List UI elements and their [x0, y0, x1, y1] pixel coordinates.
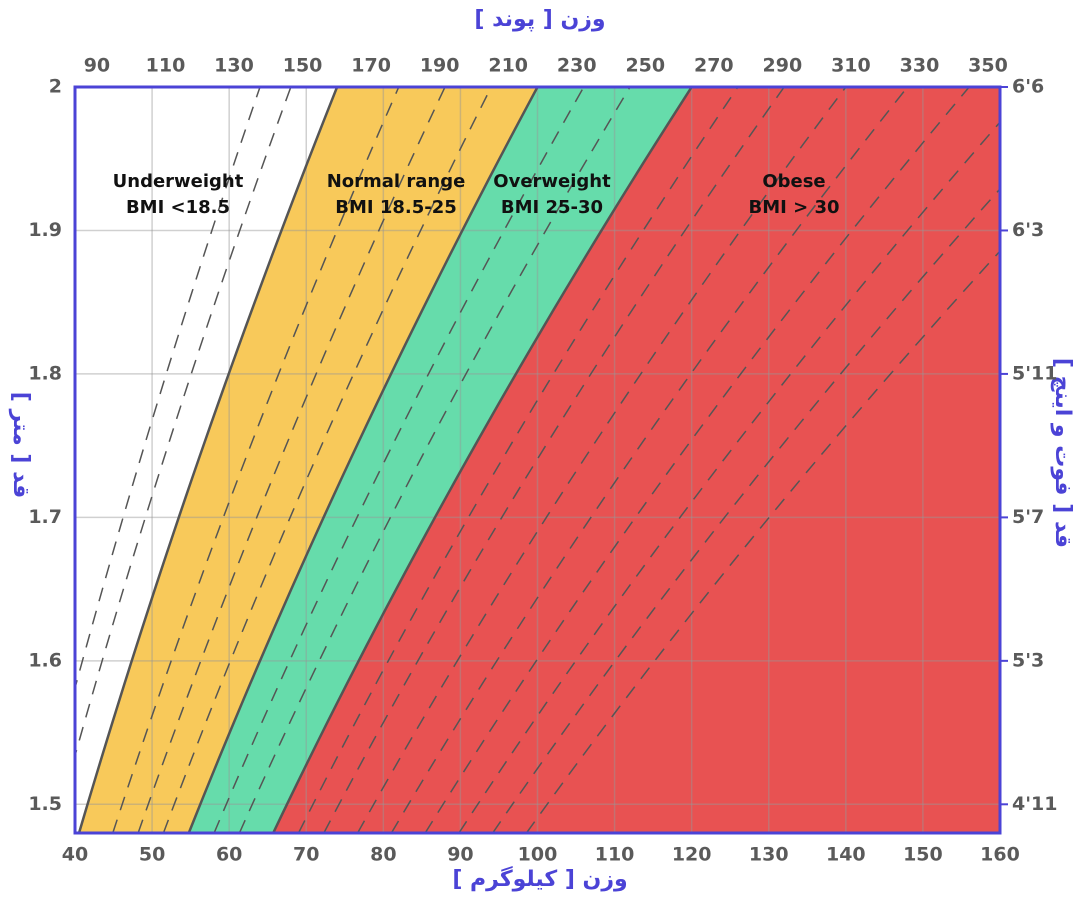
x2-tick-label: 110	[146, 55, 186, 77]
region-label: BMI > 30	[749, 197, 840, 218]
region-label: BMI 25-30	[501, 197, 603, 218]
y-tick-label: 1.7	[28, 506, 62, 528]
x2-tick-label: 310	[831, 55, 871, 77]
region-label: BMI <18.5	[126, 197, 230, 218]
x-tick-label: 80	[370, 844, 396, 866]
x2-tick-label: 150	[283, 55, 323, 77]
bmi-contour	[75, 87, 292, 759]
y-tick-label: 1.6	[28, 649, 62, 671]
x2-tick-label: 330	[900, 55, 940, 77]
bmi-contour	[492, 187, 1000, 833]
x2-tick-label: 290	[763, 55, 803, 77]
region-label: BMI 18.5-25	[335, 197, 457, 218]
y-tick-label: 2	[49, 76, 62, 98]
y2-tick-label: 5'3	[1012, 649, 1044, 671]
x-tick-label: 50	[139, 844, 165, 866]
bmi-contour	[162, 87, 492, 833]
plot-area	[75, 87, 1000, 833]
bmi-contour	[213, 87, 585, 833]
bmi-contour	[112, 87, 400, 833]
y-tick-label: 1.8	[28, 362, 62, 384]
x2-tick-label: 270	[694, 55, 734, 77]
bmi-boundary	[77, 87, 339, 833]
x2-tick-label: 130	[214, 55, 254, 77]
x-tick-label: 70	[293, 844, 319, 866]
x2-tick-label: 190	[420, 55, 460, 77]
region-name: Obese	[762, 171, 825, 192]
x2-tick-label: 230	[557, 55, 597, 77]
x2-tick-label: 170	[351, 55, 391, 77]
bmi-region	[79, 87, 538, 833]
region-name: Overweight	[493, 171, 611, 192]
y-tick-label: 1.9	[28, 219, 62, 241]
y2-tick-label: 5'7	[1012, 506, 1044, 528]
x-tick-label: 120	[672, 844, 712, 866]
x-tick-label: 60	[216, 844, 242, 866]
y2-axis-title: قد [ فوت و اینچ ]	[1050, 358, 1075, 548]
bmi-contour	[390, 87, 909, 833]
x2-tick-label: 90	[84, 55, 110, 77]
y-tick-label: 1.5	[28, 793, 62, 815]
bmi-contour	[525, 249, 1000, 833]
x-tick-label: 90	[447, 844, 473, 866]
y2-tick-label: 4'11	[1012, 793, 1057, 815]
y-axis-title: قد [ متر ]	[8, 392, 33, 499]
x-tick-label: 130	[749, 844, 789, 866]
x-tick-label: 110	[595, 844, 635, 866]
x2-tick-label: 350	[968, 55, 1008, 77]
region-name: Underweight	[113, 171, 244, 192]
x2-axis-title: وزن [ پوند ]	[474, 7, 605, 32]
bmi-boundary	[272, 87, 693, 833]
bmi-region	[188, 87, 692, 833]
bmi-contour	[424, 87, 970, 833]
x-tick-label: 160	[980, 844, 1020, 866]
bmi-region	[75, 87, 338, 833]
x-axis-title: وزن [ کیلوگرم ]	[452, 865, 627, 892]
x-tick-label: 40	[62, 844, 88, 866]
bmi-contour	[75, 87, 261, 691]
bmi-contour	[238, 87, 631, 833]
x-tick-label: 100	[518, 844, 558, 866]
x2-tick-label: 250	[625, 55, 665, 77]
y2-tick-label: 6'6	[1012, 76, 1044, 98]
bmi-contour	[137, 87, 446, 833]
y2-tick-label: 6'3	[1012, 219, 1044, 241]
x-tick-label: 150	[903, 844, 943, 866]
plot-frame	[73, 85, 1002, 835]
x-tick-label: 140	[826, 844, 866, 866]
bmi-boundary	[187, 87, 539, 833]
y2-tick-label: 5'11	[1012, 362, 1057, 384]
region-name: Normal range	[327, 171, 466, 192]
bmi-contour	[356, 87, 847, 833]
bmi-contour	[458, 121, 1000, 833]
bmi-contour	[323, 87, 785, 833]
x2-tick-label: 210	[488, 55, 528, 77]
